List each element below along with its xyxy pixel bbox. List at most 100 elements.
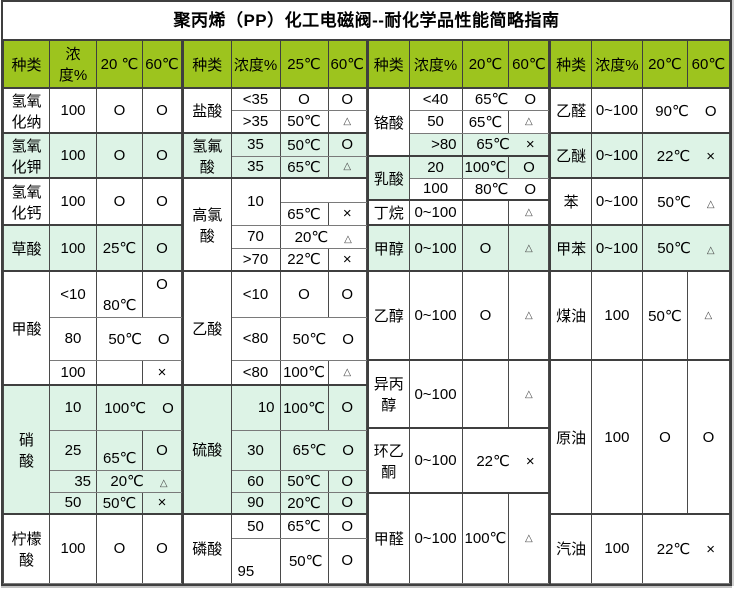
concentration-cell: 100 (590, 513, 643, 584)
rating-cell: O (508, 155, 550, 179)
concentration-cell: 35 (49, 469, 97, 493)
temp-rating-cell: 80℃ O (461, 177, 550, 201)
temp-rating-cell: 20℃ △ (96, 469, 182, 493)
rating-symbol: O (704, 102, 717, 120)
temp-cell: 50℃ (96, 491, 143, 515)
temp-cell: 65℃ (279, 513, 329, 539)
temp-cell: 100℃ (279, 384, 329, 431)
rating-cell: O (279, 270, 329, 318)
concentration-cell: <80 (230, 359, 281, 386)
temp-cell: 50℃ (279, 132, 329, 157)
concentration-cell: >35 (230, 109, 281, 134)
column-header: 浓度% (230, 39, 281, 89)
temp-cell: 65℃ (279, 155, 329, 179)
rating-cell: × (142, 359, 182, 386)
concentration-cell: 50 (408, 109, 463, 134)
concentration-cell: 100 (590, 270, 643, 361)
concentration-cell: <10 (49, 270, 97, 318)
group-table-4: 种类 浓度% 20℃ 60℃ 乙醛 0~100 90℃ O 乙醚 0~100 22℃ × 苯 0~100 5… (549, 39, 730, 584)
rating-cell: △ (508, 270, 550, 361)
rating-cell: △ (686, 270, 730, 361)
concentration-cell: <35 (230, 87, 281, 111)
rating-cell: O (327, 270, 368, 318)
chemical-name-cell: 铬酸 (367, 87, 410, 157)
rating-symbol: O (342, 442, 354, 459)
concentration-cell: 100 (590, 359, 643, 515)
concentration-cell: <80 (230, 316, 281, 361)
temp-label: 65℃ (476, 136, 510, 154)
rating-cell: O (461, 270, 510, 361)
chemical-name-cell: 盐酸 (182, 87, 232, 134)
concentration-cell: 35 (230, 132, 281, 157)
temp-label: 100℃ (104, 399, 147, 417)
chemical-name-cell: 柠檬酸 (3, 513, 50, 584)
rating-cell: O (142, 513, 182, 584)
concentration-cell: 25 (49, 429, 97, 471)
rating-cell: O (327, 537, 368, 584)
chemical-name-cell: 原油 (549, 359, 592, 515)
temp-label: 22℃ (656, 540, 691, 558)
concentration-cell: 10 (49, 384, 97, 431)
temp-cell: 100℃ (461, 155, 510, 179)
concentration-cell: 100 (49, 177, 97, 226)
temp-cell: 80℃ (96, 270, 143, 318)
concentration-cell: 0~100 (590, 224, 643, 272)
chemical-resistance-table: 聚丙烯（PP）化工电磁阀--耐化学品性能简略指南 种类浓 度% 20 ℃ 60℃ 氢氧… (1, 0, 732, 586)
chemical-name-cell: 甲醛 (367, 492, 410, 584)
chemical-name-cell: 甲苯 (549, 224, 592, 272)
concentration-cell: 0~100 (408, 492, 463, 584)
rating-cell: O (327, 384, 368, 431)
temp-rating-cell: 65℃ O (461, 87, 550, 111)
rating-symbol: O (524, 180, 537, 198)
rating-cell: O (327, 132, 368, 157)
temp-label: 50℃ (292, 330, 327, 348)
chemical-name-cell: 硫酸 (182, 384, 232, 515)
chemical-name-cell: 环乙酮 (367, 427, 410, 494)
temp-cell: 50℃ (641, 270, 688, 361)
concentration-cell: 10 (230, 177, 281, 226)
temp-cell: 25℃ (96, 224, 143, 272)
rating-cell: O (686, 359, 730, 515)
rating-symbol: △ (706, 198, 715, 210)
concentration-cell: 100 (49, 132, 97, 179)
concentration-cell: >70 (230, 247, 281, 272)
concentration-cell: 0~100 (590, 177, 643, 226)
rating-symbol: × (706, 147, 716, 165)
rating-symbol: × (525, 452, 535, 470)
rating-cell: △ (508, 109, 550, 134)
rating-symbol: △ (159, 478, 168, 489)
concentration-cell: 100 (408, 177, 463, 201)
temp-label: 80℃ (474, 180, 509, 198)
rating-symbol: O (162, 399, 174, 417)
temp-cell: 100℃ (279, 359, 329, 386)
concentration-cell: <40 (408, 87, 463, 111)
concentration-cell: 60 (230, 469, 281, 493)
chemical-name-cell: 草酸 (3, 224, 50, 272)
groups-row: 种类浓 度% 20 ℃ 60℃ 氢氧化纳 100 O O 氢氧化钾 100 O O 氢氧化钙 100 O O… (3, 39, 730, 584)
temp-label: 50℃ (108, 330, 142, 348)
concentration-cell: 0~100 (590, 132, 643, 179)
chemical-name-cell: 乙醛 (549, 87, 592, 134)
chemical-name-cell: 高氯酸 (182, 177, 232, 272)
rating-cell: O (96, 513, 143, 584)
temp-rating-cell: 50℃ △ (641, 177, 730, 226)
group-table-2: 种类 浓度% 25℃ 60℃ 盐酸 <35 O O >35 50℃ △ 氢氟酸 35 50℃ O 35 65℃ △… (182, 39, 368, 584)
temp-label: 50℃ (657, 193, 691, 211)
chemical-name-cell: 甲醇 (367, 224, 410, 272)
rating-cell: O (142, 132, 182, 179)
concentration-cell: 0~100 (590, 87, 643, 134)
temp-rating-cell: 65℃ × (461, 132, 550, 157)
concentration-cell: 30 (230, 429, 281, 471)
rating-cell: △ (508, 199, 550, 226)
concentration-cell: 0~100 (408, 199, 463, 226)
temp-cell: 22℃ (279, 247, 329, 272)
temp-rating-cell: 90℃ O (641, 87, 730, 134)
concentration-cell: 80 (49, 316, 97, 361)
empty-cell (461, 199, 510, 226)
temp-rating-cell: 22℃ × (461, 427, 550, 494)
concentration-cell: 0~100 (408, 270, 463, 361)
empty-cell (96, 359, 143, 386)
concentration-cell: 90 (230, 491, 281, 515)
rating-cell: O (327, 469, 368, 493)
temp-cell: 65℃ (461, 109, 510, 134)
